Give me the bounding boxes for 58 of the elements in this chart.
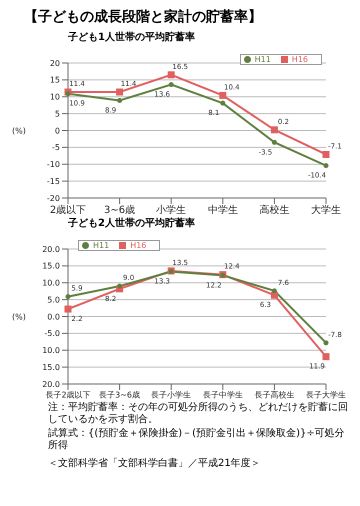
point xyxy=(324,340,328,346)
y-tick-label: 20.0 xyxy=(42,380,60,389)
chart-title: 【子どもの成長段階と家計の貯蓄率】 xyxy=(24,8,263,26)
y-tick-label: -15 xyxy=(46,176,60,186)
x-tick-label: 長子中学生 xyxy=(202,390,243,400)
point xyxy=(272,140,277,145)
y-axis-title: (%) xyxy=(12,126,26,136)
point xyxy=(220,100,226,106)
x-tick-label: 2歳以下 xyxy=(50,204,86,216)
point xyxy=(117,98,122,103)
y-tick-label: 15 xyxy=(50,76,60,85)
x-tick-label: 中学生 xyxy=(208,204,238,216)
y-tick-label: 5.0 xyxy=(47,295,60,304)
chart-subtitle: 子ども1人世帯の平均貯蓄率 xyxy=(68,30,196,44)
chart-title: 子ども2人世帯の平均貯蓄率 xyxy=(68,216,196,230)
text: 注：平均貯蓄率：その年の可処分所得のうち、どれだけを貯蓄に回しているかを示す割合。 xyxy=(48,402,349,426)
point xyxy=(272,288,277,294)
x-tick-label: 小学生 xyxy=(156,204,186,216)
point xyxy=(66,91,70,96)
x-tick-label: 長子大学生 xyxy=(306,390,346,400)
x-tick-label: 長子3~6歳 xyxy=(99,390,140,400)
point xyxy=(116,88,124,96)
point xyxy=(219,92,226,99)
point xyxy=(168,71,175,78)
point xyxy=(322,353,330,360)
y-axis-title: (%) xyxy=(12,312,26,322)
y-tick-label: -5.0 xyxy=(44,329,60,338)
x-tick-label: 長子小学生 xyxy=(151,390,192,400)
y-tick-label: -10 xyxy=(46,160,60,170)
legend-label: H16 xyxy=(292,55,308,64)
y-tick-label: 0.0 xyxy=(47,312,60,322)
x-tick-label: 3~6歳 xyxy=(104,204,136,216)
x-tick-label: 長子高校生 xyxy=(254,390,294,400)
x-tick-label: 長子2歳以下 xyxy=(45,390,91,400)
point xyxy=(324,163,328,168)
y-tick-label: 20 xyxy=(50,58,60,68)
text: 試算式：{(預貯金＋保険掛金)－(預貯金引出＋保険取金)}÷可処分所得 xyxy=(48,428,346,452)
y-tick-label: 20.0 xyxy=(42,244,60,254)
point xyxy=(270,126,278,134)
y-tick-label: -20 xyxy=(46,194,60,203)
point xyxy=(322,150,330,158)
y-tick-label: 15.0 xyxy=(42,262,60,271)
y-tick-label: 0 xyxy=(54,126,60,136)
y-tick-label: 5 xyxy=(54,109,60,118)
point xyxy=(64,306,72,313)
y-tick-label: 15.0 xyxy=(42,362,60,372)
y-tick-label: -5 xyxy=(52,143,60,152)
point xyxy=(66,294,70,300)
point xyxy=(117,284,122,289)
y-tick-label: 10 xyxy=(50,92,60,102)
x-tick-label: 大学生 xyxy=(311,204,341,216)
legend-label: H16 xyxy=(130,241,146,250)
text: ＜文部科学省「文部科学白書」／平成21年度＞ xyxy=(48,458,262,470)
legend-label: H11 xyxy=(93,241,110,250)
legend-label: H11 xyxy=(254,55,271,64)
y-tick-label: 10.0 xyxy=(42,346,60,356)
y-tick-label: 10.0 xyxy=(42,278,60,288)
point xyxy=(168,82,174,88)
